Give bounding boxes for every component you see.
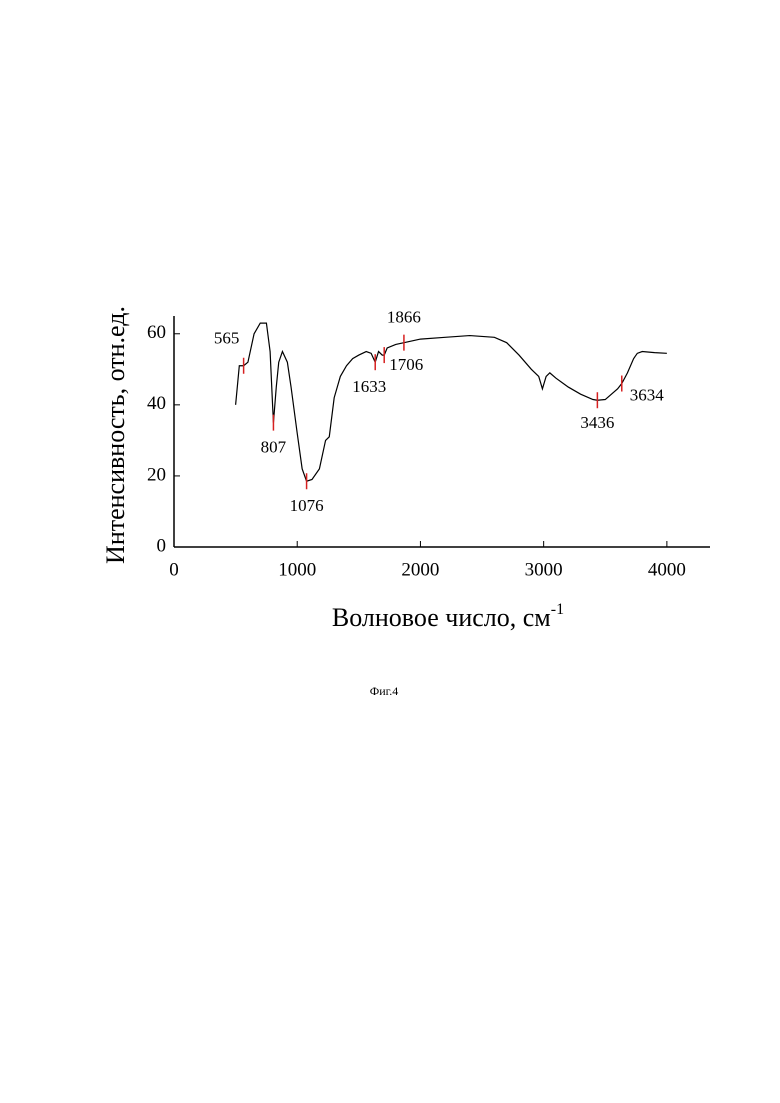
y-tick-label: 0	[157, 535, 167, 556]
caption: Фиг.4	[370, 684, 398, 698]
y-axis-title: Интенсивность, отн.ед.	[101, 306, 130, 564]
x-tick-label: 4000	[648, 559, 686, 580]
peak-label: 565	[214, 329, 240, 348]
x-tick-label: 1000	[278, 559, 316, 580]
x-axis-title-superscript: -1	[551, 601, 564, 618]
x-axis-title: Волновое число, см-1	[332, 601, 564, 632]
x-tick-label: 2000	[401, 559, 439, 580]
peak-label: 807	[261, 438, 287, 457]
page: {"chart_data": { "type": "line", "xlabel…	[0, 0, 780, 1103]
peak-label: 3436	[580, 413, 614, 432]
peak-label: 1866	[387, 308, 421, 327]
y-tick-label: 20	[147, 464, 166, 485]
x-tick-label: 3000	[525, 559, 563, 580]
peak-label: 1633	[352, 377, 386, 396]
y-tick-label: 60	[147, 322, 166, 343]
peak-label: 1706	[389, 355, 423, 374]
peak-label: 3634	[630, 385, 665, 404]
y-tick-label: 40	[147, 393, 166, 414]
chart: Волновое число, см-1 Интенсивность, отн.…	[0, 0, 780, 1103]
spectrum-line	[236, 323, 667, 481]
x-axis-title-text: Волновое число, см	[332, 603, 551, 632]
x-tick-label: 0	[169, 559, 179, 580]
peak-label: 1076	[290, 496, 324, 515]
